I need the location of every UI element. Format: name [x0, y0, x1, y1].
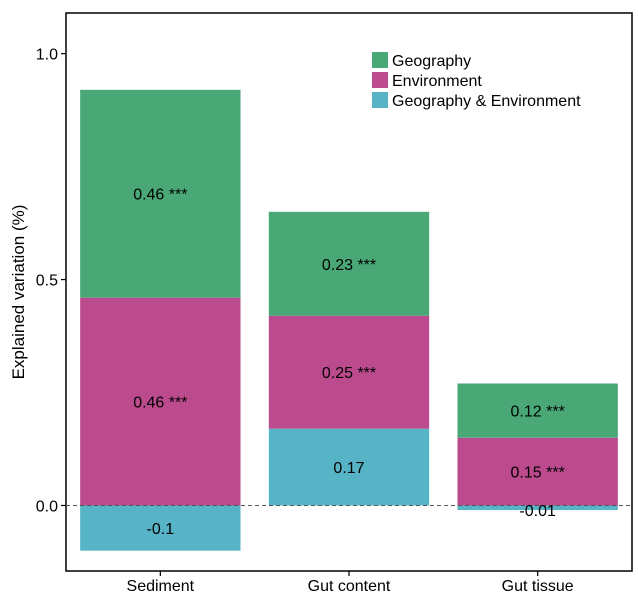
legend-swatch-environment	[372, 72, 388, 88]
legend-label-geography-environment: Geography & Environment	[392, 93, 581, 110]
bar-label-sediment-environment: 0.46 ***	[133, 395, 187, 412]
bar-sediment-geography-environment	[80, 505, 241, 551]
y-tick-label: 1.0	[36, 47, 58, 64]
bar-gut-tissue-geography-environment	[457, 505, 618, 511]
x-tick-label-gut-content: Gut content	[308, 578, 391, 595]
bar-value-labels: -0.1 0.46 *** 0.46 *** 0.17 0.25 *** 0.23 ***…	[133, 187, 565, 538]
y-tick-label: 0.0	[36, 498, 58, 515]
bar-label-sediment-geography: 0.46 ***	[133, 187, 187, 204]
bar-sediment-geography	[80, 89, 241, 298]
bar-gut-tissue-geography	[457, 383, 618, 438]
bar-gut-tissue-environment	[457, 437, 618, 506]
bar-label-gut-tissue-geography: 0.12 ***	[511, 404, 565, 421]
bar-label-gut-content-environment: 0.25 ***	[322, 365, 376, 382]
y-tick-label: 0.5	[36, 273, 58, 290]
bar-label-gut-content-geography-environment: 0.17	[333, 460, 364, 477]
bar-label-gut-tissue-geography-environment: -0.01	[519, 503, 556, 520]
bar-label-gut-content-geography: 0.23 ***	[322, 257, 376, 274]
y-axis-title: Explained variation (%)	[9, 205, 28, 380]
legend: Geography Environment Geography & Environm…	[372, 52, 581, 110]
x-axis: Sediment Gut content Gut tissue	[127, 571, 574, 595]
bar-gut-content-geography	[268, 211, 430, 316]
bar-label-sediment-geography-environment: -0.1	[147, 521, 175, 538]
x-tick-label-gut-tissue: Gut tissue	[502, 578, 574, 595]
bar-gut-content-environment	[268, 315, 430, 429]
legend-swatch-geography	[372, 52, 388, 68]
legend-swatch-geography-environment	[372, 92, 388, 108]
legend-label-environment: Environment	[392, 73, 482, 90]
bar-label-gut-tissue-environment: 0.15 ***	[511, 465, 565, 482]
bars	[80, 89, 618, 551]
bar-gut-content-geography-environment	[268, 428, 430, 506]
bar-sediment-environment	[80, 297, 241, 506]
y-axis: 0.0 0.5 1.0	[36, 47, 66, 515]
legend-label-geography: Geography	[392, 53, 471, 70]
x-tick-label-sediment: Sediment	[127, 578, 195, 595]
